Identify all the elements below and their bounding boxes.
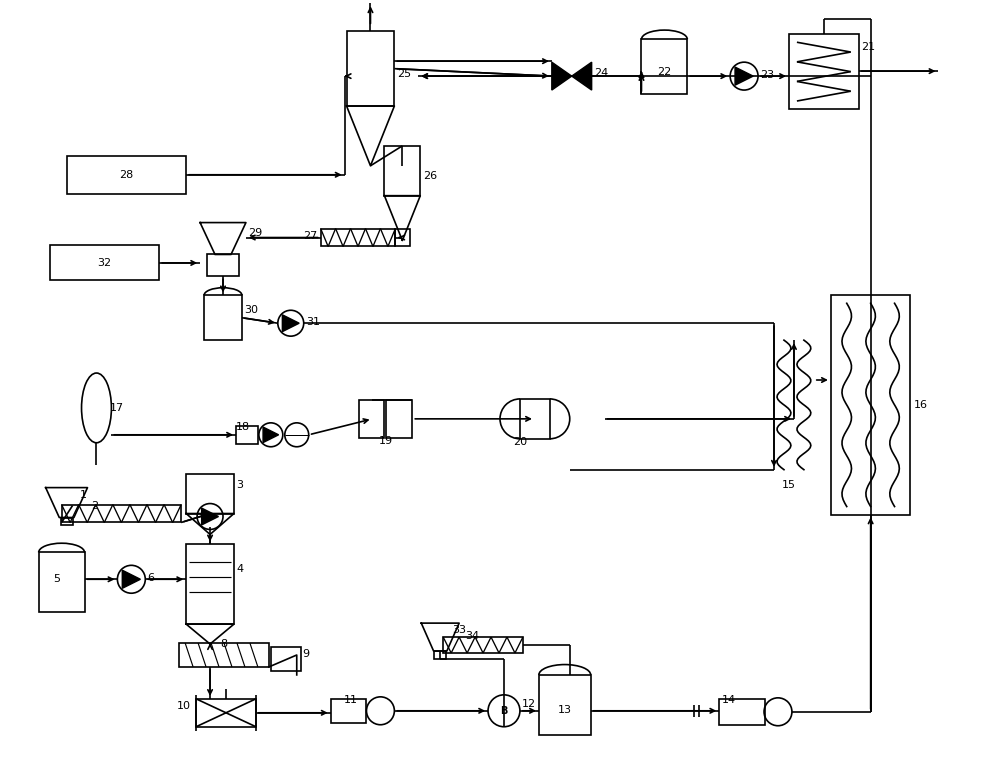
Text: B: B <box>500 706 508 716</box>
Text: 26: 26 <box>423 171 437 181</box>
Text: 17: 17 <box>109 403 124 413</box>
Text: 9: 9 <box>303 649 310 659</box>
Bar <box>719 699 765 725</box>
Text: 22: 22 <box>657 66 672 77</box>
Bar <box>179 643 269 667</box>
Text: 24: 24 <box>594 68 608 78</box>
Bar <box>641 40 687 94</box>
Polygon shape <box>263 427 279 443</box>
Bar <box>271 647 301 671</box>
Bar <box>196 699 256 727</box>
Polygon shape <box>202 508 218 525</box>
Text: 5: 5 <box>53 575 60 584</box>
Text: 27: 27 <box>303 231 317 241</box>
Bar <box>62 504 181 523</box>
Bar <box>50 245 159 280</box>
Text: 28: 28 <box>119 170 133 180</box>
Bar <box>831 296 910 514</box>
Polygon shape <box>282 315 299 331</box>
Text: 34: 34 <box>465 631 479 641</box>
Bar <box>395 229 410 246</box>
Text: 18: 18 <box>236 422 250 432</box>
Bar <box>321 229 395 246</box>
Text: 29: 29 <box>248 228 262 238</box>
Polygon shape <box>552 62 572 90</box>
Text: 21: 21 <box>861 42 875 53</box>
Text: 25: 25 <box>397 69 412 78</box>
Text: 2: 2 <box>91 501 99 511</box>
Bar <box>520 399 550 439</box>
Polygon shape <box>572 62 592 90</box>
Bar <box>67 155 186 194</box>
Text: 13: 13 <box>558 705 572 715</box>
Bar <box>443 637 523 653</box>
Bar <box>539 675 591 735</box>
Text: 14: 14 <box>722 695 736 705</box>
Bar <box>204 296 242 340</box>
Bar <box>207 255 239 277</box>
Bar <box>186 544 234 624</box>
Text: 12: 12 <box>522 699 536 709</box>
Bar <box>186 474 234 514</box>
Bar <box>789 34 859 109</box>
Text: 3: 3 <box>236 479 243 490</box>
Text: 11: 11 <box>344 695 358 705</box>
Text: 20: 20 <box>513 437 527 447</box>
Bar <box>331 699 366 722</box>
Text: 19: 19 <box>378 436 392 446</box>
Text: 8: 8 <box>220 639 228 649</box>
Text: 33: 33 <box>452 625 466 635</box>
Text: 15: 15 <box>782 479 796 490</box>
Text: 31: 31 <box>306 317 320 327</box>
Text: 4: 4 <box>236 565 243 575</box>
Text: 32: 32 <box>97 258 112 268</box>
Text: 16: 16 <box>913 400 927 410</box>
Bar <box>61 517 73 526</box>
Text: 23: 23 <box>760 70 774 80</box>
Text: 30: 30 <box>244 306 258 315</box>
Bar <box>384 146 420 196</box>
Text: 10: 10 <box>177 701 191 711</box>
Polygon shape <box>735 67 753 85</box>
Bar <box>434 651 446 659</box>
Text: 1: 1 <box>80 490 87 500</box>
Text: 6: 6 <box>147 573 154 583</box>
Bar <box>359 400 384 438</box>
Bar <box>236 426 258 443</box>
Bar <box>386 400 412 438</box>
Bar <box>39 552 85 612</box>
Polygon shape <box>122 570 140 588</box>
Bar <box>347 31 394 106</box>
